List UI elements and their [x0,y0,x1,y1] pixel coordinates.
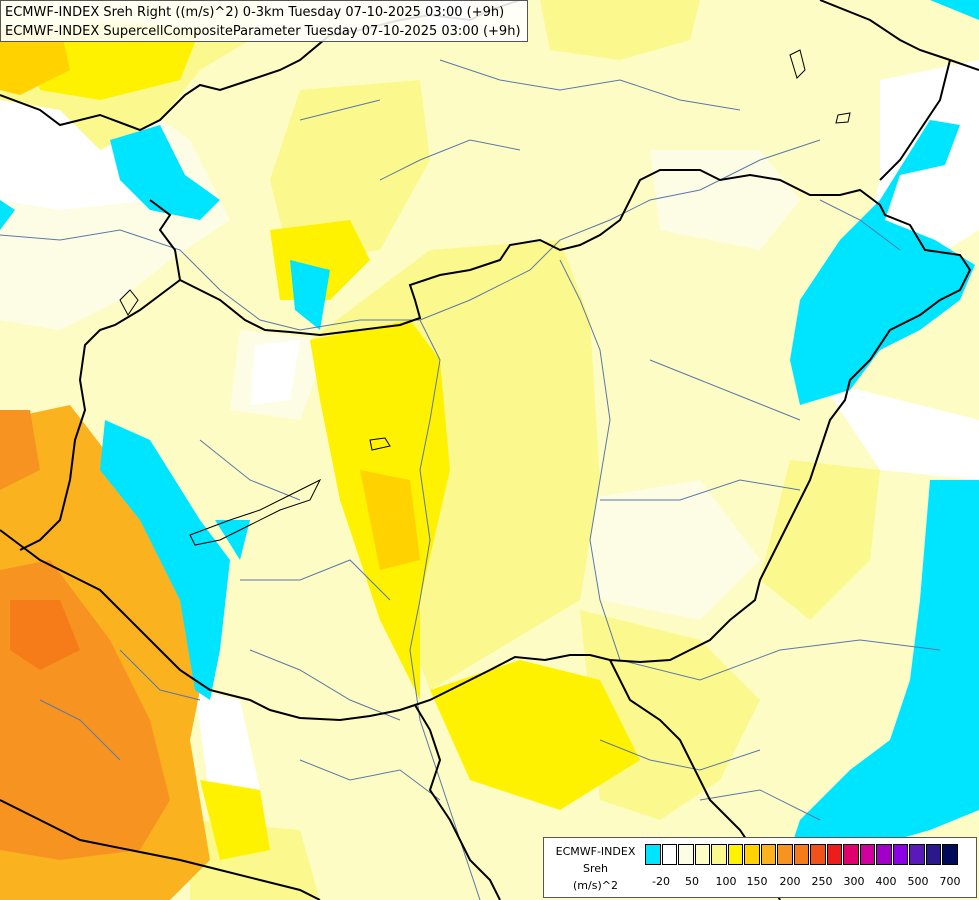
legend-swatch [645,844,661,865]
legend-title: ECMWF-INDEX [555,845,636,858]
legend-tick-label: 50 [685,875,699,888]
map-title-box: ECMWF-INDEX Sreh Right ((m/s)^2) 0-3km T… [0,0,528,42]
rivers [0,59,941,900]
gold-areas [0,25,420,570]
legend-swatch [727,844,743,865]
legend-tick-label: 200 [779,875,801,888]
legend-swatch [694,844,710,865]
legend-tick-label: 700 [939,875,961,888]
legend-tick-label: 400 [875,875,897,888]
legend-swatch [760,844,776,865]
legend-swatch [777,844,793,865]
legend-unit: (m/s)^2 [573,879,618,892]
legend-swatch [859,844,875,865]
legend-swatch [793,844,809,865]
lakes [119,49,851,546]
legend-swatch [711,844,727,865]
legend-swatch [826,844,842,865]
legend-tick-label: 300 [843,875,865,888]
legend-tick-label: -20 [652,875,670,888]
legend-swatch [810,844,826,865]
legend-swatch [678,844,694,865]
map-title-line-2: ECMWF-INDEX SupercellCompositeParameter … [5,24,521,39]
legend-swatch [942,844,958,865]
legend-tick-label: 500 [907,875,929,888]
legend-tick-label: 150 [746,875,768,888]
legend-swatch [892,844,908,865]
negative-sreh-areas [0,0,979,880]
legend-swatch [876,844,892,865]
legend-tick-label: 100 [715,875,737,888]
legend-swatch [843,844,859,865]
legend-swatch [661,844,677,865]
legend-tick-label: 250 [811,875,833,888]
legend-swatch [925,844,941,865]
color-legend: ECMWF-INDEX Sreh (m/s)^2 -20 50 100 150 200 2… [543,837,977,898]
legend-swatch [744,844,760,865]
map-title-line-1: ECMWF-INDEX Sreh Right ((m/s)^2) 0-3km T… [5,5,505,20]
legend-variable: Sreh [582,862,608,875]
legend-swatch [909,844,925,865]
